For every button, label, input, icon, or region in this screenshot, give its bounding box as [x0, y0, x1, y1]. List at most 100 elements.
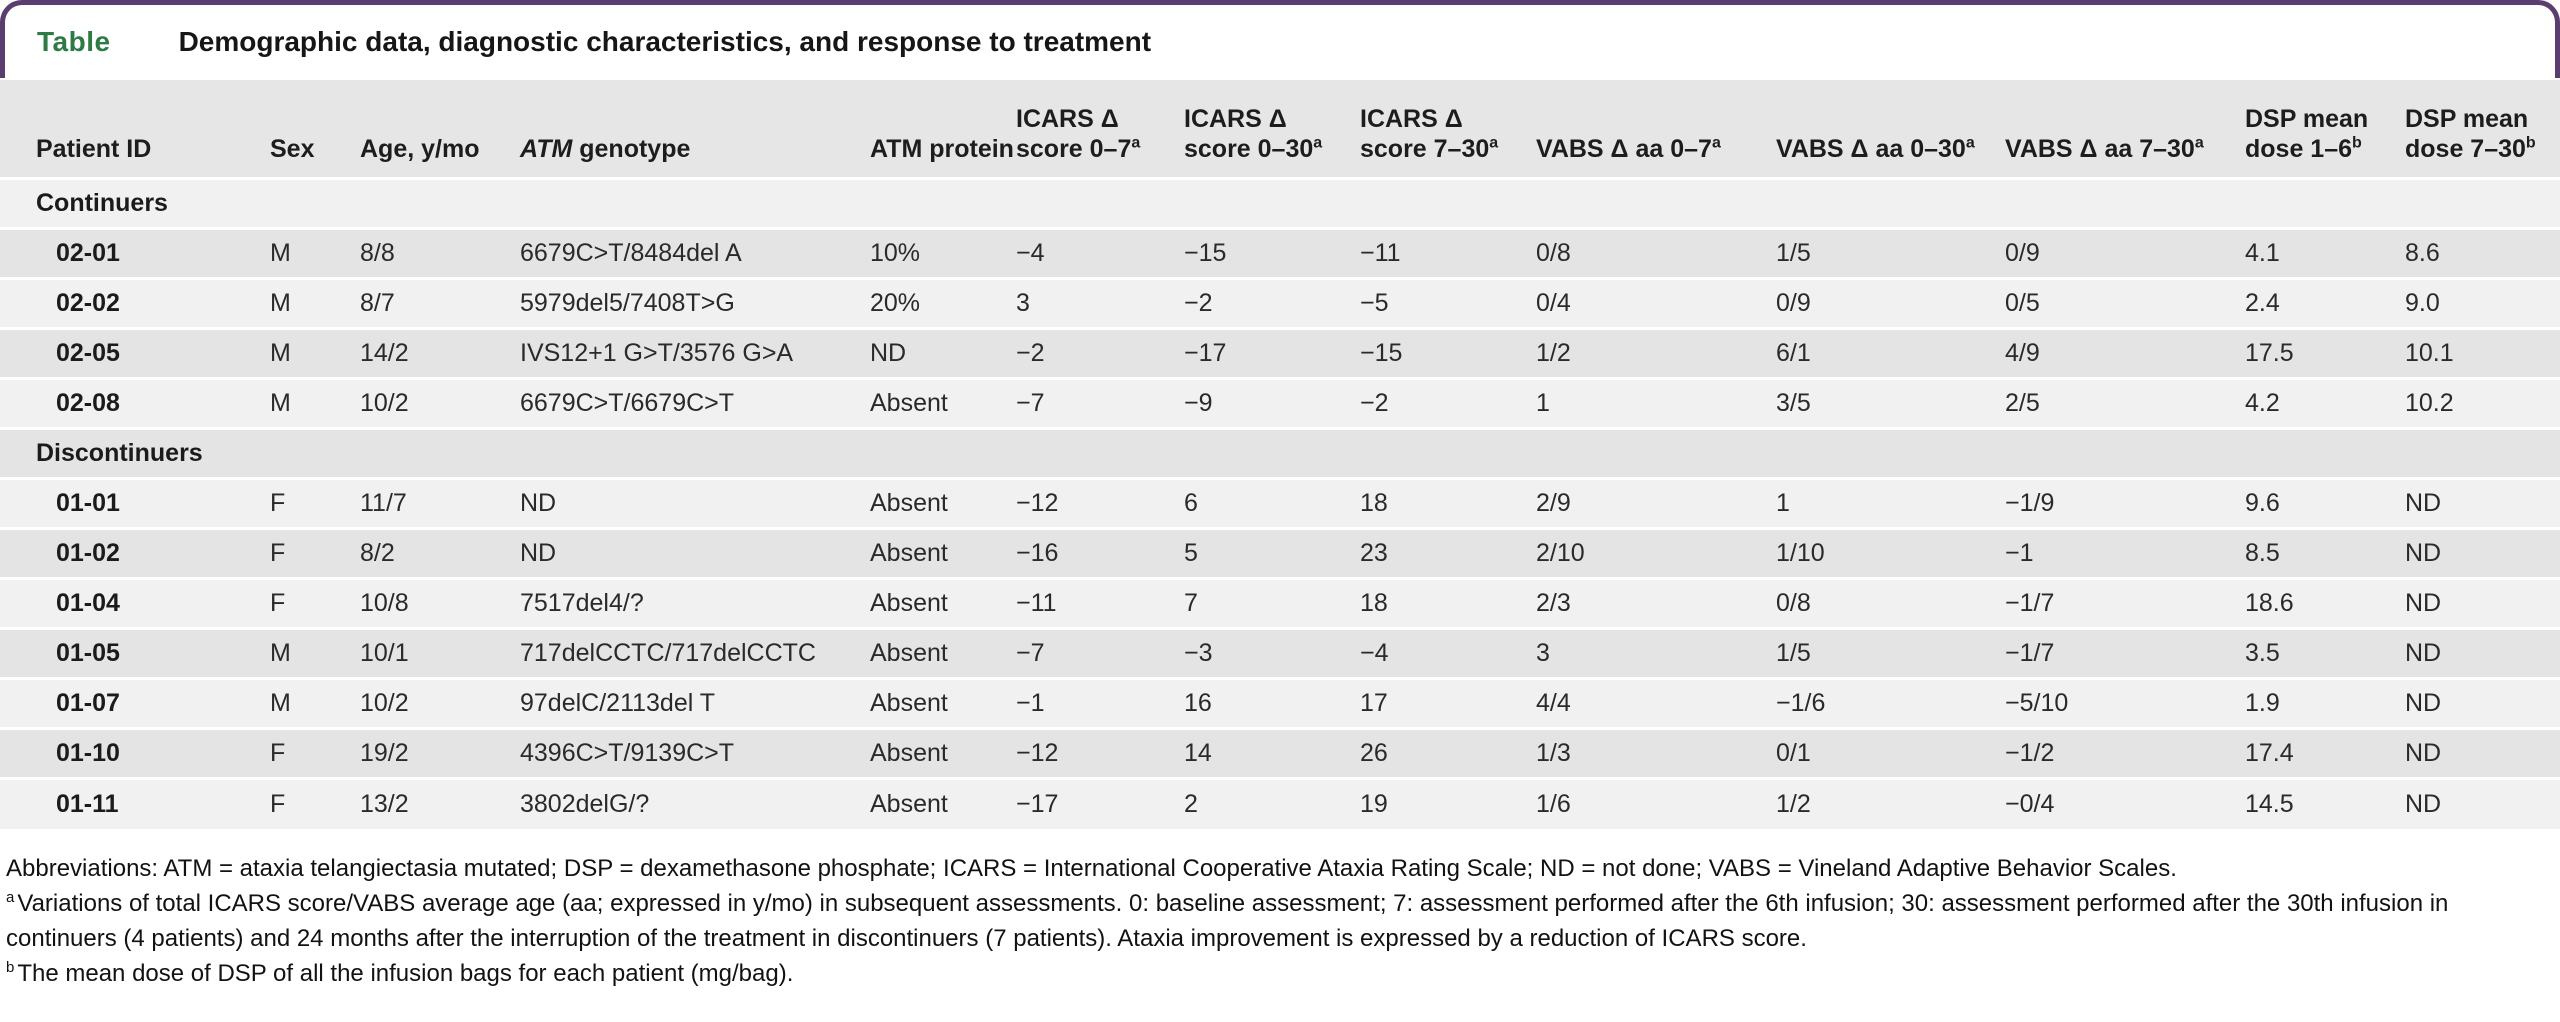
table-cell: 4396C>T/9139C>T: [520, 739, 735, 767]
table-cell: 5: [1184, 539, 1198, 567]
col-header-dsp-1-6: DSP mean dose 1–6b: [2245, 80, 2405, 179]
table-cell: Absent: [870, 689, 948, 717]
table-cell: −5/10: [2005, 689, 2069, 717]
patient-id-cell: 02-02: [56, 289, 120, 317]
table-cell: 18: [1360, 589, 1388, 617]
col-header-vabs-0-30: VABS Δ aa 0–30a: [1776, 80, 2005, 179]
col-header-atm-genotype: ATM genotype: [520, 80, 870, 179]
table-cell: −17: [1016, 789, 1059, 818]
table-cell: 23: [1360, 539, 1388, 567]
table-cell: −2: [1016, 339, 1045, 367]
patient-id-cell: 01-04: [56, 589, 120, 617]
table-cell: 1/5: [1776, 639, 1811, 667]
table-cell: 0/4: [1536, 289, 1571, 317]
section-label: Continuers: [36, 189, 168, 217]
table-cell: 4/9: [2005, 339, 2040, 367]
table-cell: 1/10: [1776, 539, 1825, 567]
table-cell: 20%: [870, 289, 921, 317]
table-cell: F: [270, 489, 286, 517]
col-header-age: Age, y/mo: [360, 80, 520, 179]
table-cell: F: [270, 739, 286, 767]
table-cell: −12: [1016, 739, 1059, 767]
table-cell: −11: [1016, 589, 1057, 617]
table-cell: F: [270, 539, 286, 567]
table-cell: −0/4: [2005, 789, 2055, 818]
table-cell: 17.5: [2245, 339, 2294, 367]
table-cell: 7: [1184, 589, 1198, 617]
table-cell: 17.4: [2245, 739, 2294, 767]
table-cell: 18: [1360, 489, 1388, 517]
table-cell: ND: [2405, 539, 2442, 567]
table-cell: ND: [2405, 689, 2442, 717]
table-cell: −2: [1360, 389, 1389, 417]
table-cell: 6/1: [1776, 339, 1811, 367]
table-row: 01-05 M 10/1 717delCCTC/717delCCTC Absent −7 −…: [0, 628, 2560, 679]
header-row: Patient ID Sex Age, y/mo ATM genotype AT…: [0, 80, 2560, 179]
table-row: 01-04 F 10/8 7517del4/? Absent −11 7 18 2/3 0/8 −1…: [0, 578, 2560, 629]
table-cell: −9: [1184, 389, 1213, 417]
table-cell: 0/8: [1536, 239, 1571, 267]
table-cell: 11/7: [360, 489, 407, 517]
table-cell: −7: [1016, 389, 1045, 417]
table-cell: 1: [1536, 389, 1550, 417]
table-cell: −3: [1184, 639, 1213, 667]
table-cell: 4.2: [2245, 389, 2280, 417]
table-cell: 9.6: [2245, 489, 2280, 517]
table-cell: 1.9: [2245, 689, 2280, 717]
table-cell: 10/2: [360, 389, 409, 417]
table-title-bar: Table Demographic data, diagnostic chara…: [0, 0, 2560, 78]
table-row: 02-08 M 10/2 6679C>T/6679C>T Absent −7 −9 −2 1 3/…: [0, 378, 2560, 429]
patient-id-cell: 01-10: [56, 739, 120, 767]
table-cell: ND: [2405, 789, 2442, 818]
table-cell: 7517del4/?: [520, 589, 644, 617]
table-cell: 4/4: [1536, 689, 1571, 717]
table-body: Continuers 02-01 M 8/8 6679C>T/8484del A 10% −…: [0, 178, 2560, 829]
patient-id-cell: 01-05: [56, 639, 120, 667]
table-cell: −1: [2005, 539, 2034, 567]
patient-id-cell: 01-02: [56, 539, 120, 567]
table-row: 01-11 F 13/2 3802delG/? Absent −17 2 19 1/6 1/2 −0…: [0, 778, 2560, 829]
table-cell: −4: [1016, 239, 1045, 267]
table-cell: 26: [1360, 739, 1388, 767]
table-cell: 1/2: [1536, 339, 1571, 367]
table-row: 02-01 M 8/8 6679C>T/8484del A 10% −4 −15 −11 0/8…: [0, 228, 2560, 279]
table-cell: −4: [1360, 639, 1389, 667]
table-cell: 6679C>T/8484del A: [520, 239, 742, 267]
table-cell: −15: [1360, 339, 1403, 367]
table-cell: 19: [1360, 789, 1388, 818]
table-label: Table: [37, 25, 111, 57]
table-cell: −1/2: [2005, 739, 2055, 767]
table-cell: 14: [1184, 739, 1212, 767]
table-cell: −1/9: [2005, 489, 2055, 517]
table-row: 01-02 F 8/2 ND Absent −16 5 23 2/10 1/10 −1 8.5 ND: [0, 528, 2560, 579]
table-row: 01-07 M 10/2 97delC/2113del T Absent −1 16 17 4/…: [0, 678, 2560, 729]
col-header-vabs-7-30: VABS Δ aa 7–30a: [2005, 80, 2245, 179]
table-cell: Absent: [870, 739, 948, 767]
table-cell: 1/5: [1776, 239, 1811, 267]
table-cell: ND: [2405, 639, 2442, 667]
table-cell: Absent: [870, 589, 948, 617]
table-cell: 2.4: [2245, 289, 2280, 317]
table-cell: F: [270, 789, 286, 818]
table-cell: M: [270, 339, 291, 367]
table-cell: 1/2: [1776, 789, 1811, 818]
footnote-b: b The mean dose of DSP of all the infusio…: [6, 958, 794, 987]
table-cell: 1: [1776, 489, 1790, 517]
table-cell: −12: [1016, 489, 1059, 517]
table-cell: M: [270, 389, 291, 417]
table-cell: 10/2: [360, 689, 409, 717]
table-cell: 17: [1360, 689, 1388, 717]
table-cell: 3.5: [2245, 639, 2280, 667]
table-cell: F: [270, 589, 286, 617]
table-cell: 2/3: [1536, 589, 1571, 617]
table-cell: 10.1: [2405, 339, 2454, 367]
table-cell: M: [270, 289, 291, 317]
table-cell: 16: [1184, 689, 1212, 717]
table-cell: ND: [2405, 739, 2442, 767]
col-header-sex: Sex: [270, 80, 360, 179]
table-row: 02-05 M 14/2 IVS12+1 G>T/3576 G>A ND −2 −17 −15…: [0, 328, 2560, 379]
col-header-dsp-7-30: DSP mean dose 7–30b: [2405, 80, 2560, 179]
table-cell: −5: [1360, 289, 1389, 317]
